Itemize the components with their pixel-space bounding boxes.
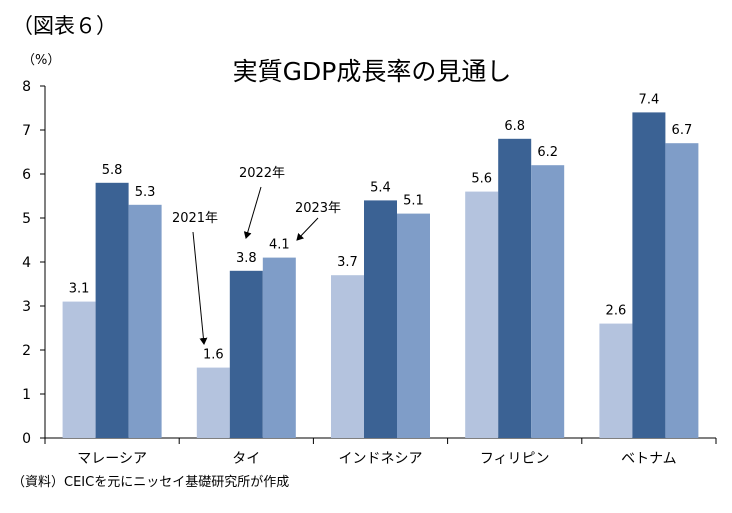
bar (599, 323, 633, 438)
data-label: 6.8 (504, 119, 525, 134)
gdp-growth-chart: 実質GDP成長率の見通し （%） 0 1 2 3 4 5 6 7 8 マレーシア タイ インドネシア フ… (22, 53, 717, 467)
bar (229, 270, 263, 438)
source-note: （資料）CEICを元にニッセイ基礎研究所が作成 (12, 475, 290, 490)
data-label: 5.4 (370, 180, 391, 195)
x-tick-label: インドネシア (339, 451, 423, 467)
x-tick-label: ベトナム (621, 451, 677, 467)
bar (465, 191, 499, 438)
bar (62, 301, 96, 438)
data-label: 5.1 (403, 194, 424, 209)
bar (364, 200, 397, 438)
x-tick-label: マレーシア (77, 451, 147, 467)
data-label: 4.1 (269, 238, 290, 253)
data-label: 1.6 (203, 348, 224, 363)
bar (262, 257, 296, 438)
bar (196, 367, 230, 438)
annotation-label: 2022年 (239, 166, 285, 181)
annotation-arrow (192, 231, 208, 345)
figure-label: （図表６） (12, 14, 117, 38)
bar (531, 165, 565, 438)
y-axis-unit: （%） (22, 53, 60, 68)
y-tick-label: 4 (22, 255, 31, 271)
x-tick-label: タイ (232, 451, 260, 467)
annotation-arrow (296, 217, 319, 241)
data-label: 3.1 (69, 282, 90, 297)
data-label: 5.8 (102, 163, 123, 178)
data-label: 3.8 (236, 251, 257, 266)
y-tick-label: 2 (22, 343, 31, 359)
data-label: 7.4 (639, 92, 660, 107)
annotation-label: 2023年 (295, 201, 341, 216)
x-tick-label: フィリピン (480, 451, 550, 467)
bar (498, 138, 532, 439)
y-tick-label: 8 (22, 79, 31, 95)
chart-title: 実質GDP成長率の見通し (233, 57, 512, 86)
data-label: 5.6 (471, 172, 492, 187)
bar (632, 112, 666, 439)
y-tick-label: 6 (22, 167, 31, 183)
bar (95, 182, 129, 438)
y-tick-label: 0 (22, 431, 31, 447)
annotation-arrow (243, 186, 262, 239)
data-label: 2.6 (606, 304, 627, 319)
y-tick-label: 7 (22, 123, 31, 139)
y-tick-label: 3 (22, 299, 31, 315)
annotation-label: 2021年 (172, 211, 218, 226)
y-tick-label: 1 (22, 387, 31, 403)
data-label: 6.7 (672, 123, 693, 138)
data-label: 5.3 (135, 185, 156, 200)
y-tick-label: 5 (22, 211, 31, 227)
bar (397, 213, 430, 438)
bar (128, 204, 162, 438)
bar (665, 143, 699, 438)
data-label: 3.7 (337, 255, 358, 270)
data-label: 6.2 (537, 145, 558, 160)
bar (331, 275, 364, 438)
